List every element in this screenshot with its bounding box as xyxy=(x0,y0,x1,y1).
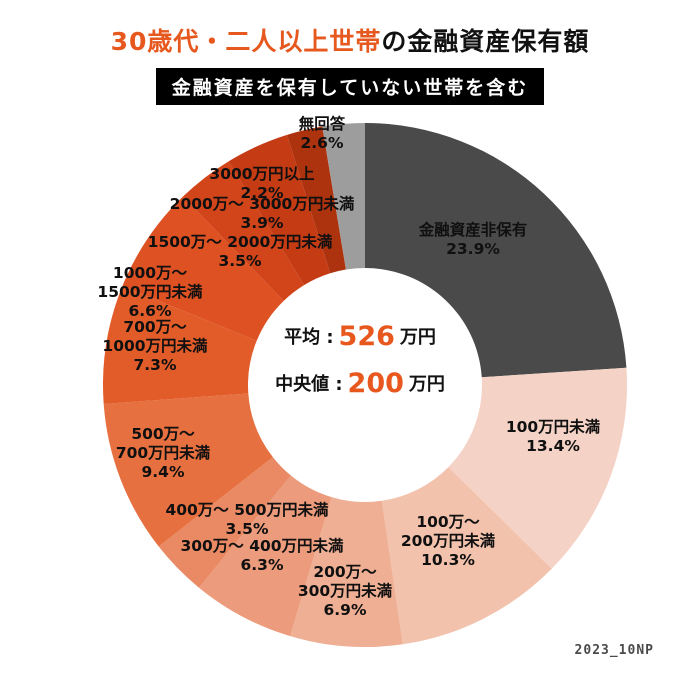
segment-label-7: 500万～ 700万円未満 9.4% xyxy=(116,425,211,481)
page-title: 30歳代・二人以上世帯の金融資産保有額 xyxy=(0,22,700,58)
segment-label-9: 1000万～ 1500万円未満 6.6% xyxy=(97,264,203,320)
average-label: 平均 : xyxy=(284,327,334,348)
pie-segment-1 xyxy=(365,123,627,378)
pie-segment-2 xyxy=(448,367,628,569)
median-line: 中央値 :200 万円 xyxy=(235,367,485,402)
segment-label-13: 無回答 2.6% xyxy=(299,114,346,152)
segment-label-10: 1500万～ 2000万円未満 3.5% xyxy=(148,232,333,270)
segment-label-4: 200万～ 300万円未満 6.9% xyxy=(298,563,393,619)
chart-center-annotation: 平均 :526 万円 中央値 :200 万円 xyxy=(235,320,485,402)
segment-label-2: 100万円未満 13.4% xyxy=(506,417,601,455)
subtitle-badge: 金融資産を保有していない世帯を含む xyxy=(155,68,545,105)
pie-segment-3 xyxy=(381,467,552,645)
pie-segment-9 xyxy=(122,196,284,341)
segment-label-5: 300万～ 400万円未満 6.3% xyxy=(180,536,344,574)
watermark: 2023_10NP xyxy=(574,643,654,658)
pie-segment-7 xyxy=(103,393,273,547)
pie-segment-5 xyxy=(198,475,332,637)
median-label: 中央値 : xyxy=(275,374,343,395)
average-value: 526 xyxy=(338,321,395,352)
segment-label-3: 100万～ 200万円未満 10.3% xyxy=(401,513,496,569)
pie-segment-6 xyxy=(158,457,291,588)
average-line: 平均 :526 万円 xyxy=(235,320,485,355)
pie-segment-4 xyxy=(290,497,403,648)
median-unit: 万円 xyxy=(408,374,445,395)
pie-segment-11 xyxy=(228,134,331,286)
segment-label-8: 700万～ 1000万円未満 7.3% xyxy=(102,318,208,374)
page-title-rest: の金融資産保有額 xyxy=(381,27,590,56)
segment-label-1: 金融資産非保有 23.9% xyxy=(418,220,528,258)
pie-segment-8 xyxy=(103,286,257,404)
subtitle-wrap: 金融資産を保有していない世帯を含む xyxy=(0,68,700,105)
segment-label-6: 400万～ 500万円未満 3.5% xyxy=(165,500,329,538)
pie-segment-10 xyxy=(182,161,305,301)
segment-label-12: 3000万円以上 2.2% xyxy=(209,165,315,202)
segment-label-11: 2000万～ 3000万円未満 3.9% xyxy=(170,194,355,232)
median-value: 200 xyxy=(347,368,404,399)
pie-segment-13 xyxy=(322,123,365,270)
pie-segment-12 xyxy=(287,126,346,274)
average-unit: 万円 xyxy=(399,327,436,348)
page-title-highlight: 30歳代・二人以上世帯 xyxy=(110,27,382,56)
